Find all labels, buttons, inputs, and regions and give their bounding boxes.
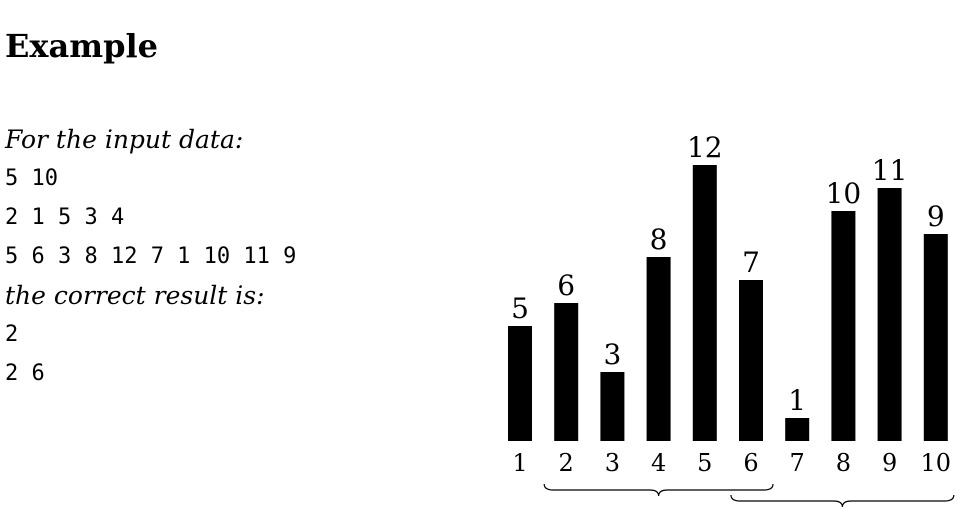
x-tick-label-8: 8 bbox=[836, 449, 851, 477]
data-label-10: 9 bbox=[927, 200, 945, 233]
data-label-4: 8 bbox=[650, 223, 668, 256]
bar-10 bbox=[923, 234, 948, 441]
bar-1 bbox=[508, 326, 532, 441]
x-tick-label-9: 9 bbox=[882, 449, 897, 477]
x-tick-label-4: 4 bbox=[651, 449, 666, 477]
section-heading: Example bbox=[5, 27, 158, 65]
bar-5 bbox=[692, 165, 717, 441]
bar-9 bbox=[877, 188, 902, 441]
data-label-7: 1 bbox=[788, 384, 806, 417]
x-tick-label-1: 1 bbox=[512, 449, 527, 477]
bar-2 bbox=[554, 303, 579, 441]
input-line-3: 5 6 3 8 12 7 1 10 11 9 bbox=[5, 244, 297, 269]
example-text: For the input data: 5 10 2 1 5 3 4 5 6 3… bbox=[5, 120, 445, 393]
x-tick-label-7: 7 bbox=[790, 449, 805, 477]
data-label-9: 11 bbox=[872, 154, 908, 187]
data-label-8: 10 bbox=[826, 177, 862, 210]
data-label-5: 12 bbox=[687, 131, 723, 164]
data-label-2: 6 bbox=[557, 269, 575, 302]
x-tick-label-5: 5 bbox=[697, 449, 712, 477]
data-label-3: 3 bbox=[603, 338, 621, 371]
input-intro: For the input data: bbox=[5, 125, 244, 154]
brace-2 bbox=[730, 494, 955, 508]
brace-1 bbox=[543, 483, 774, 497]
x-tick-label-3: 3 bbox=[605, 449, 620, 477]
result-intro: the correct result is: bbox=[5, 281, 265, 310]
bar-7 bbox=[785, 418, 810, 441]
data-label-6: 7 bbox=[742, 246, 760, 279]
input-line-1: 5 10 bbox=[5, 166, 58, 191]
x-tick-label-2: 2 bbox=[559, 449, 574, 477]
input-line-2: 2 1 5 3 4 bbox=[5, 205, 125, 230]
x-tick-label-10: 10 bbox=[921, 449, 952, 477]
bar-3 bbox=[600, 372, 625, 441]
result-line-1: 2 bbox=[5, 322, 19, 347]
bar-6 bbox=[739, 280, 763, 441]
bar-8 bbox=[831, 211, 856, 441]
bar-4 bbox=[646, 257, 671, 441]
data-label-1: 5 bbox=[511, 292, 529, 325]
x-tick-label-6: 6 bbox=[743, 449, 758, 477]
result-line-2: 2 6 bbox=[5, 361, 45, 386]
